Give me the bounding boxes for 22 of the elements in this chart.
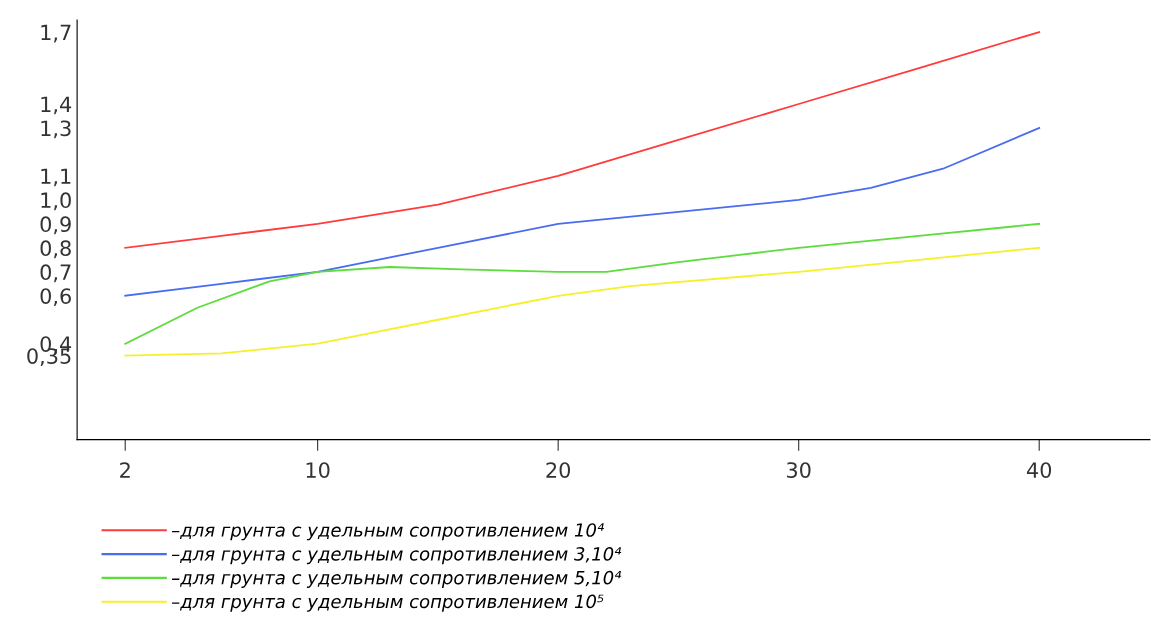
line-series	[124, 127, 1041, 297]
x-tick-label: 40	[1026, 462, 1052, 478]
legend-label: –для грунта с удельным сопротивлением 5,10⁴	[171, 570, 622, 588]
y-tick-label: 1,1	[41, 168, 71, 187]
line-series	[124, 246, 1041, 357]
line-series	[124, 31, 1041, 249]
x-tick-label: 10	[306, 462, 330, 478]
y-tick-label: 0,6	[40, 288, 71, 307]
legend-label: –для грунта с удельным сопротивлением 3,10⁴	[171, 547, 622, 565]
y-tick-label: 1,3	[41, 120, 71, 139]
y-tick-label: 0,7	[40, 264, 71, 283]
x-tick-label: 2	[120, 462, 130, 478]
y-tick-label: 0,9	[40, 216, 71, 235]
y-tick-label: 0,8	[40, 240, 71, 259]
legend-label: –для грунта с удельным сопротивлением 10⁴	[171, 523, 604, 541]
y-tick-label: 1,7	[41, 24, 71, 43]
legend-label: –для грунта с удельным сопротивлением 10⁵	[171, 594, 604, 612]
x-tick-label: 20	[546, 462, 571, 478]
line-series	[124, 222, 1041, 345]
x-tick-label: 30	[787, 462, 811, 478]
y-tick-label: 1,4	[41, 96, 72, 115]
y-tick-label: 1,0	[41, 192, 71, 211]
